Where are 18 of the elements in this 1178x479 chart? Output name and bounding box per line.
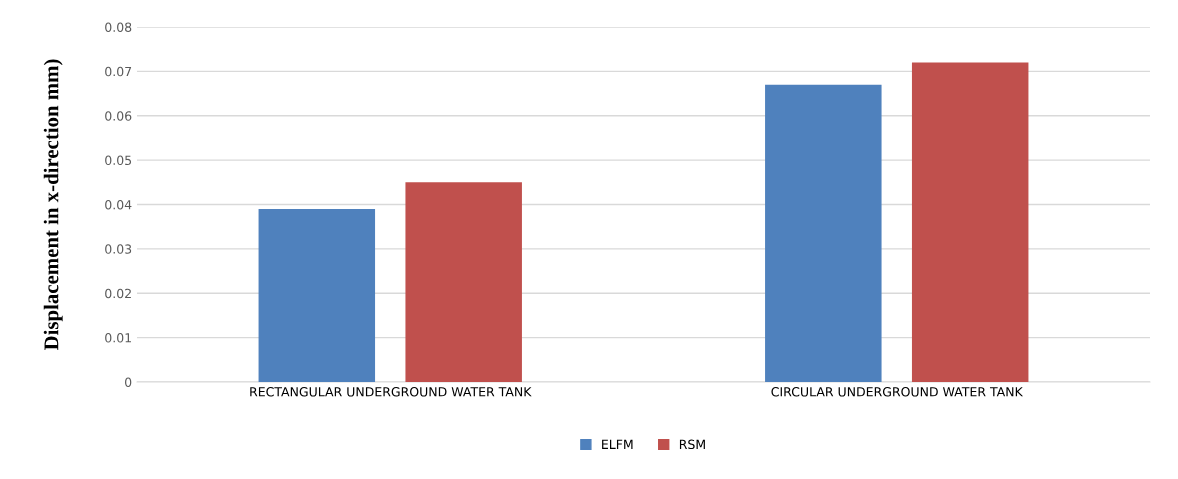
y-tick-label: 0 xyxy=(125,377,132,387)
y-tick-label: 0.07 xyxy=(105,66,132,77)
bar xyxy=(765,84,882,382)
legend-label: ELFM xyxy=(602,439,633,449)
bar xyxy=(258,208,376,382)
x-tick-label: CIRCULAR UNDERGROUND WATER TANK xyxy=(771,387,1024,397)
bar xyxy=(911,62,1029,382)
legend-label: RSM xyxy=(679,439,705,450)
y-axis-title: Displacement in x-direction mm) xyxy=(43,59,63,351)
y-tick-label: 0.02 xyxy=(105,288,131,299)
y-tick-label: 0.04 xyxy=(105,199,132,210)
y-tick-label: 0.01 xyxy=(105,333,131,343)
y-tick-label: 0.05 xyxy=(105,155,132,166)
y-tick-label: 0.06 xyxy=(105,111,132,121)
y-tick-label: 0.08 xyxy=(105,22,132,32)
y-tick-label: 0.03 xyxy=(105,244,132,254)
bar xyxy=(405,182,522,382)
x-tick-label: RECTANGULAR UNDERGROUND WATER TANK xyxy=(250,387,532,397)
